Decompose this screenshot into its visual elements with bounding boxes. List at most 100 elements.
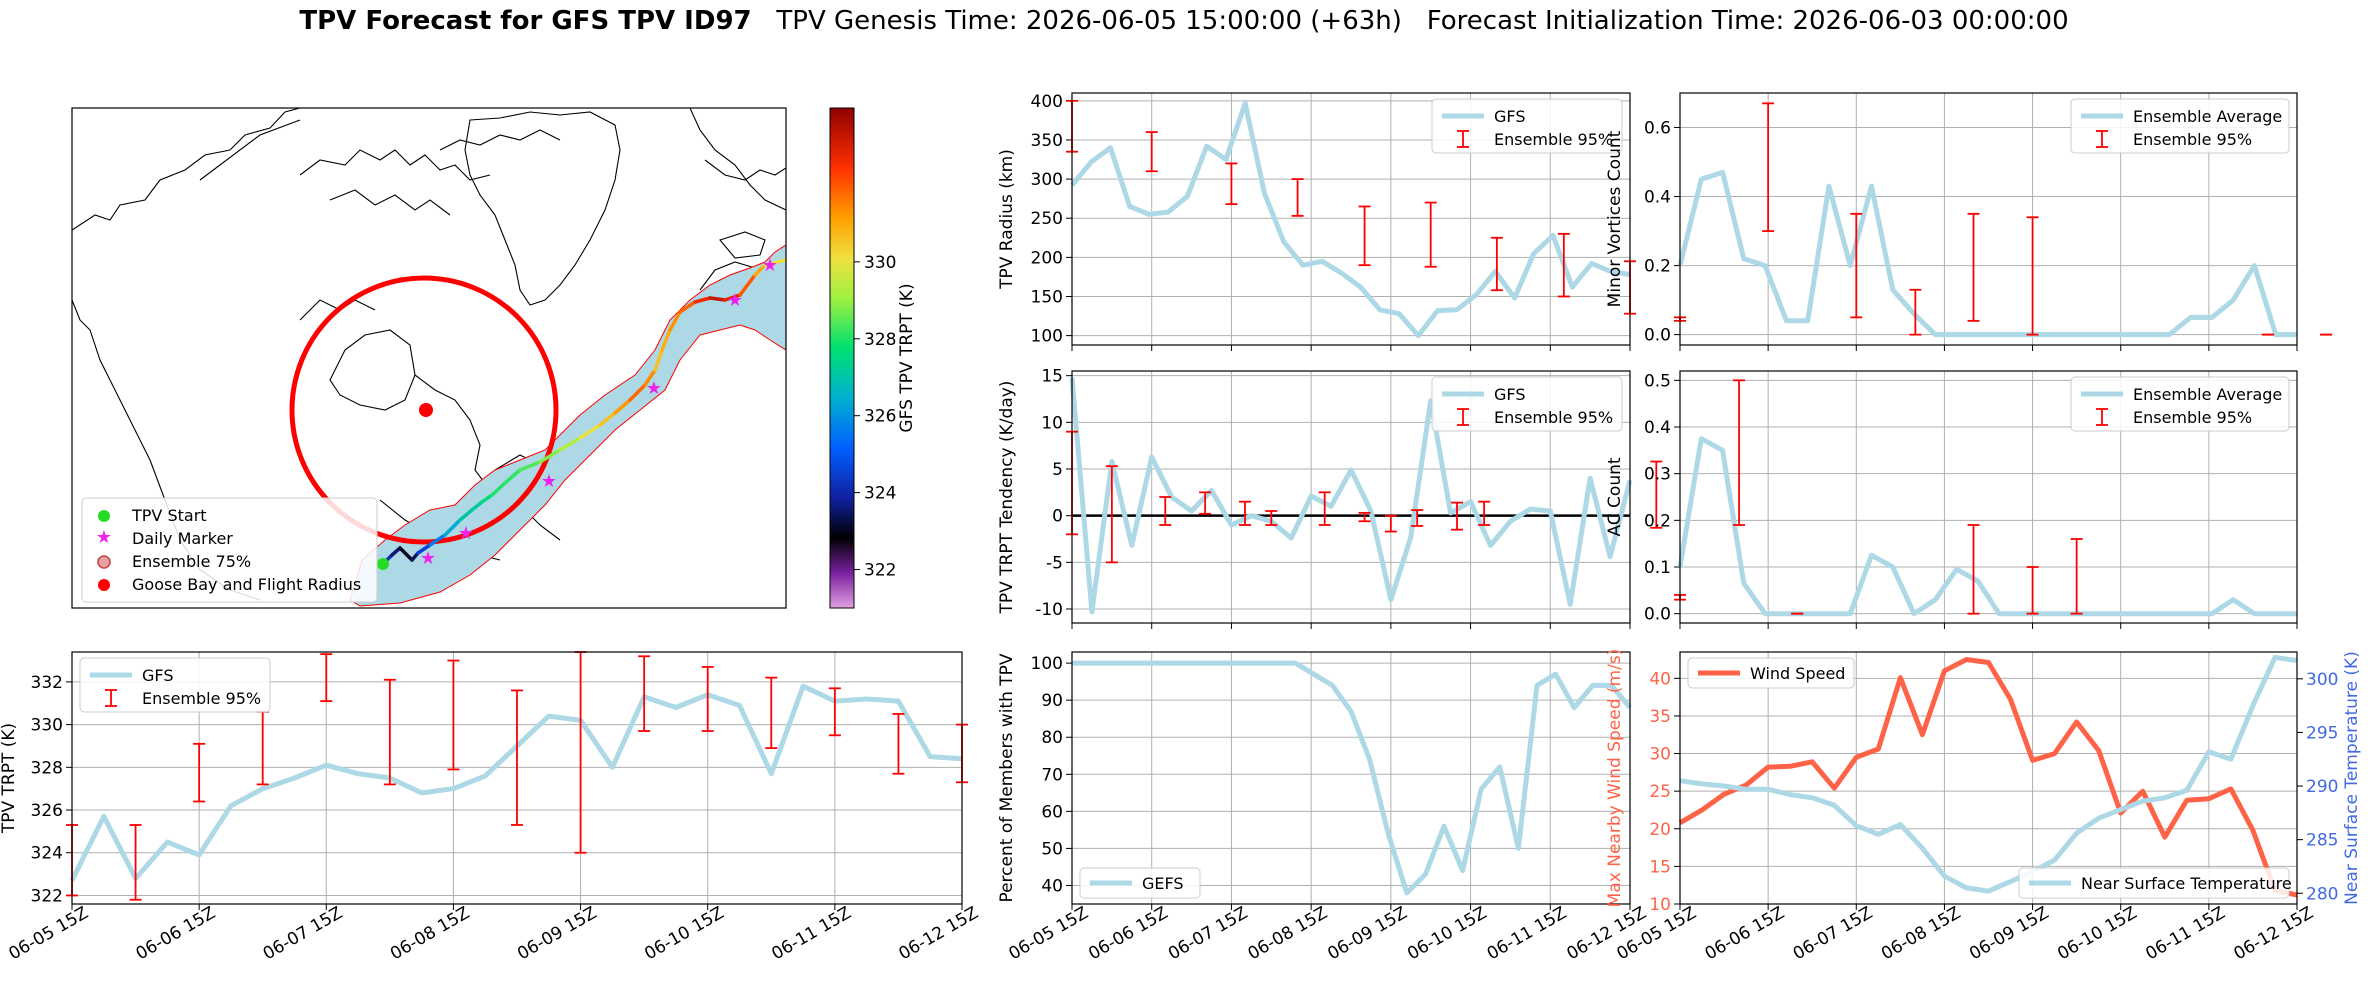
- plot-frame: [1071, 370, 1631, 624]
- series-line-ensemble-average: [1677, 169, 2297, 338]
- colorbar-ticks: 322 324 326 328 330: [854, 253, 896, 581]
- y-axis-label: Percent of Members with TPV: [997, 653, 1017, 902]
- y-tick-label: 200: [1031, 248, 1063, 268]
- y-tick-label: -10: [1035, 600, 1063, 620]
- track-segment: [660, 328, 672, 352]
- x-tick-label: 06-06 15Z: [133, 903, 219, 964]
- plot-frame: [1679, 651, 2298, 905]
- chart-radius: 100 150 200 250 300 350 400 TPV Radius (km) GFS E…: [997, 92, 2035, 351]
- daily-marker-star: ★: [420, 548, 436, 569]
- colorbar-tick-label: 324: [864, 484, 896, 504]
- y-tick-label: 40: [1041, 876, 1063, 896]
- legend-label: Ensemble Average: [2133, 107, 2282, 126]
- track-segment: [490, 481, 507, 497]
- map-legend-box: [81, 497, 378, 603]
- coast-border: [199, 119, 301, 181]
- series-line-gfs: [1069, 377, 1633, 615]
- y-tick-label: 35: [1649, 707, 1671, 727]
- track-segment: [443, 518, 462, 537]
- legend: Ensemble Average Ensemble 95%: [2070, 98, 2290, 154]
- legend: GFS Ensemble 95%: [79, 657, 271, 713]
- y-tick-label: 60: [1041, 802, 1063, 822]
- y-tick-label: 0.0: [1644, 326, 1671, 346]
- x-tick-label: 06-08 15Z: [387, 903, 473, 964]
- y-axis: 100 150 200 250 300 350 400: [1031, 92, 1630, 347]
- coast-scandinavia: [689, 108, 786, 211]
- y-tick-label: 80: [1041, 728, 1063, 748]
- x-tick-label: 06-11 15Z: [2142, 903, 2228, 964]
- x-tick-label: 06-09 15Z: [1966, 903, 2052, 964]
- legend-ensemble-icon: [97, 555, 111, 569]
- y-tick-label: 70: [1041, 765, 1063, 785]
- y-tick-label: 50: [1041, 839, 1063, 859]
- legend-start-label: TPV Start: [131, 506, 207, 525]
- y-right-tick-label: 300: [2306, 670, 2338, 690]
- x-tick-label: 06-10 15Z: [641, 903, 727, 964]
- coast-alaska: [72, 108, 301, 231]
- track-segment: [470, 500, 484, 512]
- x-tick-label: 06-05 15Z: [1006, 903, 1092, 964]
- coast-arctic-3: [439, 129, 561, 151]
- map-frame: [71, 107, 787, 609]
- track-segment: [598, 411, 617, 427]
- legend: GFS Ensemble 95%: [1431, 98, 1623, 154]
- x-tick-label: 06-06 15Z: [1085, 903, 1171, 964]
- goose-bay-marker: [419, 403, 433, 417]
- y-axis-label: TPV TRPT Tendency (K/day): [997, 381, 1017, 615]
- y-tick-label: 332: [31, 673, 63, 693]
- x-tick-label: 06-09 15Z: [514, 903, 600, 964]
- track-segment: [653, 348, 664, 372]
- y-tick-label: 300: [1031, 170, 1063, 190]
- plot-frame: [71, 651, 963, 905]
- figure-title: TPV Forecast for GFS TPV ID97 TPV Genesi…: [0, 6, 2368, 36]
- track-segment: [428, 533, 447, 547]
- y-tick-label: 0.3: [1644, 465, 1671, 485]
- x-tick-label: 06-11 15Z: [768, 903, 854, 964]
- track-segment: [723, 293, 742, 302]
- legend-box: [79, 657, 271, 713]
- chart-trpt: 322 324 326 328 330 332 06-05 15Z 06-06 15Z 06-0…: [0, 651, 982, 964]
- track-segment: [668, 310, 682, 332]
- colorbar-tick-label: 330: [864, 253, 896, 273]
- track-segment: [503, 468, 522, 485]
- x-tick-label: 06-10 15Z: [1404, 903, 1490, 964]
- series-line-wind-speed: [1678, 657, 2298, 898]
- legend-box: [1687, 657, 1855, 689]
- series-line-gefs: [1072, 660, 1632, 896]
- y-right-tick-label: 290: [2306, 777, 2338, 797]
- x-tick-label: 06-05 15Z: [6, 903, 92, 964]
- y-tick-label: 0.4: [1644, 418, 1671, 438]
- y-right-label: Near Surface Temperature (K): [2342, 651, 2362, 905]
- legend-label: Ensemble 95%: [142, 689, 261, 708]
- y-axis: 0.0 0.1 0.2 0.3 0.4 0.5: [1644, 371, 2297, 625]
- daily-marker-star: ★: [646, 378, 662, 399]
- y-tick-label: 0.6: [1644, 119, 1671, 139]
- track-segment: [558, 436, 582, 452]
- x-tick-label: 06-07 15Z: [1790, 903, 1876, 964]
- track-segment: [458, 508, 474, 522]
- y-tick-label: 326: [31, 801, 63, 821]
- track-segment: [678, 300, 697, 314]
- legend-label: GFS: [1494, 385, 1525, 404]
- legend-label: Ensemble 95%: [2133, 408, 2252, 427]
- legend-box: [2070, 376, 2290, 432]
- daily-markers: ★ ★ ★ ★ ★ ★: [420, 255, 778, 569]
- legend-label: GFS: [1494, 107, 1525, 126]
- legend-goose-icon: [98, 579, 110, 591]
- ensemble-75-area: [349, 244, 786, 607]
- y-axis-label: TPV Radius (km): [997, 149, 1017, 290]
- y-right-tick-label: 285: [2306, 831, 2338, 851]
- daily-marker-star: ★: [727, 290, 743, 311]
- coast-iceland: [719, 231, 766, 259]
- coast-greenland: [464, 111, 621, 306]
- y-axis-label: Max Nearby Wind Speed (m/s): [1605, 649, 1625, 908]
- x-tick-label: 06-06 15Z: [1702, 903, 1788, 964]
- x-tick-label: 06-11 15Z: [1484, 903, 1570, 964]
- y-tick-label: 350: [1031, 131, 1063, 151]
- x-tick-label: 06-12 15Z: [2231, 903, 2317, 964]
- plot-frame: [1071, 651, 1631, 905]
- legend-label: Ensemble 95%: [1494, 408, 1613, 427]
- x-tick-label: 06-07 15Z: [1165, 903, 1251, 964]
